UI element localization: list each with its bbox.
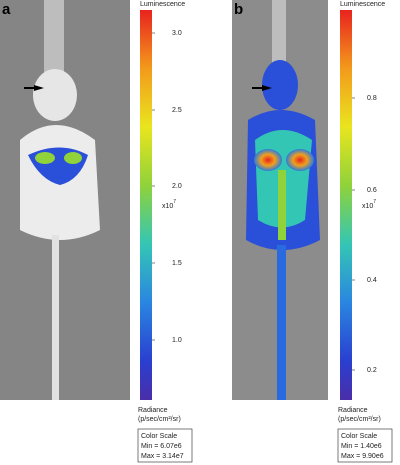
box-title: Color Scale [141, 433, 177, 440]
tick-label: 2.0 [172, 183, 182, 190]
photo-a [0, 0, 130, 400]
multiplier-exponent: 7 [173, 199, 176, 205]
unit-title: Radiance [338, 407, 368, 414]
panel-label: b [234, 1, 243, 18]
multiplier-exponent: 7 [373, 199, 376, 205]
tick-label: 0.2 [367, 367, 377, 374]
multiplier: x107 [162, 199, 176, 210]
box-max: Max = 3.14e7 [141, 453, 184, 460]
unit-title: Radiance [138, 407, 168, 414]
tick-label: 3.0 [172, 30, 182, 37]
multiplier-base: x10 [362, 203, 373, 210]
colorbar [140, 10, 152, 400]
colorbar-title: Luminescence [340, 1, 385, 8]
scale-box [137, 428, 193, 463]
unit: (p/sec/cm²/sr) [138, 416, 181, 423]
colorbar-title: Luminescence [140, 1, 185, 8]
unit: (p/sec/cm²/sr) [338, 416, 381, 423]
box-min: Min = 6.07e6 [141, 443, 182, 450]
tick-label: 2.5 [172, 107, 182, 114]
box-max: Max = 9.90e6 [341, 453, 384, 460]
colorbar [340, 10, 352, 400]
tick-label: 0.6 [367, 187, 377, 194]
panel-label: a [2, 1, 11, 18]
multiplier: x107 [362, 199, 376, 210]
multiplier-base: x10 [162, 203, 173, 210]
scale-box [337, 428, 393, 463]
tick-label: 0.4 [367, 277, 377, 284]
box-title: Color Scale [341, 433, 377, 440]
tick-label: 1.0 [172, 337, 182, 344]
tick-label: 0.8 [367, 95, 377, 102]
photo-b [232, 0, 328, 400]
tick-label: 1.5 [172, 260, 182, 267]
box-min: Min = 1.40e6 [341, 443, 382, 450]
